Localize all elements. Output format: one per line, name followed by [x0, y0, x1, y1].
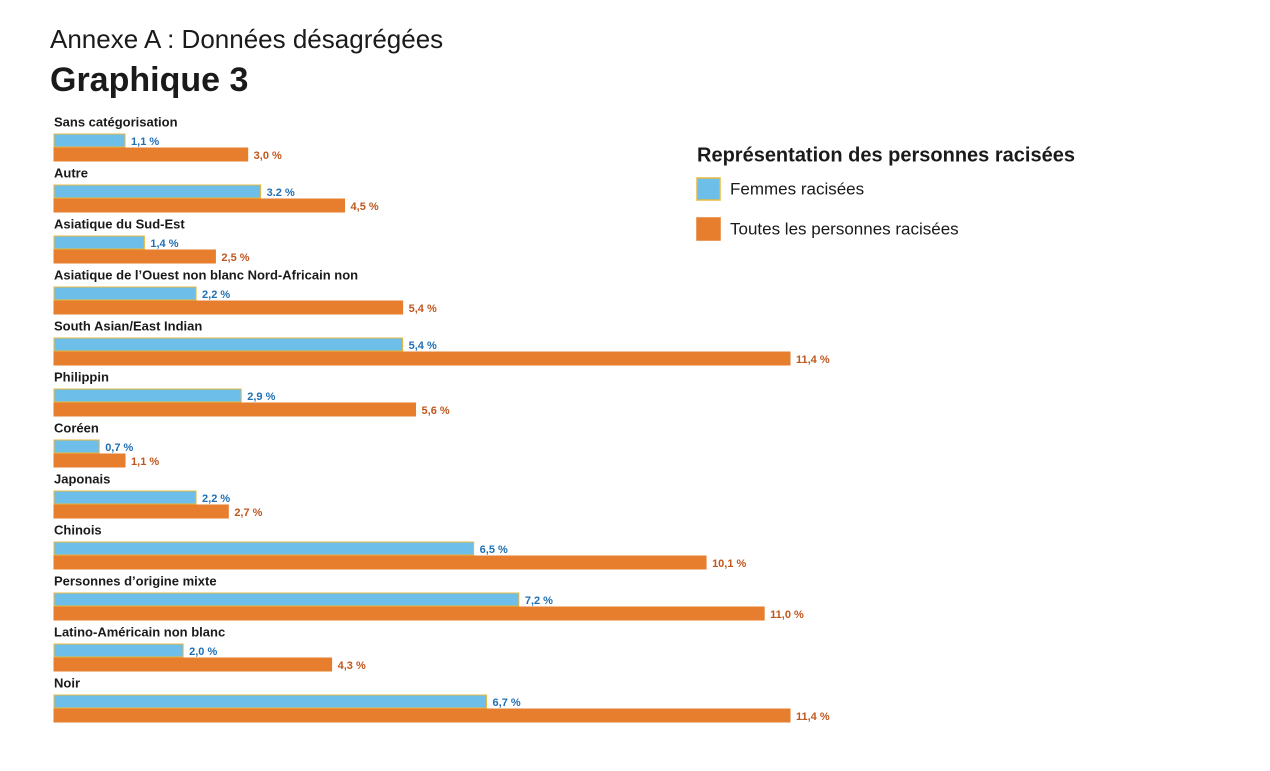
bar — [53, 643, 184, 658]
value-label: 11,0 % — [770, 609, 804, 621]
bar — [53, 402, 417, 417]
value-label: 3,0 % — [254, 150, 282, 162]
value-label: 2,9 % — [247, 391, 275, 403]
value-label: 7,2 % — [525, 595, 553, 607]
value-label: 11,4 % — [796, 711, 830, 723]
value-label: 6,7 % — [493, 697, 521, 709]
value-label: 5,4 % — [409, 303, 437, 315]
category-label: Sans catégorisation — [54, 114, 178, 129]
bar — [53, 592, 520, 607]
bar — [53, 198, 346, 213]
value-label: 3.2 % — [267, 187, 295, 199]
legend-label: Femmes racisées — [730, 179, 864, 198]
value-label: 2,2 % — [202, 289, 230, 301]
bar — [53, 337, 404, 352]
bar — [53, 708, 791, 723]
category-label: Personnes d’origine mixte — [54, 573, 217, 588]
category-label: Latino-Américain non blanc — [54, 624, 225, 639]
value-label: 1,1 % — [131, 456, 159, 468]
category-label: Noir — [54, 675, 80, 690]
bar — [53, 439, 100, 454]
category-label: South Asian/East Indian — [54, 318, 202, 333]
bar — [53, 694, 488, 709]
value-label: 4,5 % — [351, 201, 379, 213]
legend-swatch — [696, 177, 721, 201]
value-label: 11,4 % — [796, 354, 830, 366]
bar — [53, 541, 475, 556]
value-label: 5,6 % — [422, 405, 450, 417]
value-label: 2,0 % — [189, 646, 217, 658]
legend-swatch — [696, 217, 721, 241]
bar — [53, 249, 216, 264]
value-label: 1,4 % — [150, 238, 178, 250]
category-label: Asiatique du Sud-Est — [54, 216, 185, 231]
bar — [53, 490, 197, 505]
chart-title: Graphique 3 — [50, 61, 248, 99]
value-label: 10,1 % — [712, 558, 746, 570]
supertitle: Annexe A : Données désagrégées — [50, 24, 443, 54]
bar — [53, 147, 249, 162]
value-label: 4,3 % — [338, 660, 366, 672]
bar — [53, 300, 404, 315]
bar — [53, 351, 791, 366]
category-label: Philippin — [54, 369, 109, 384]
value-label: 1,1 % — [131, 136, 159, 148]
bar — [53, 388, 242, 403]
value-label: 2,2 % — [202, 493, 230, 505]
bar — [53, 184, 262, 199]
value-label: 6,5 % — [480, 544, 508, 556]
category-label: Autre — [54, 165, 88, 180]
category-label: Chinois — [54, 522, 102, 537]
bar — [53, 453, 126, 468]
category-label: Coréen — [54, 420, 99, 435]
bar — [53, 657, 333, 672]
category-label: Japonais — [54, 471, 110, 486]
bar — [53, 555, 707, 570]
bar — [53, 606, 765, 621]
legend-label: Toutes les personnes racisées — [730, 219, 959, 238]
value-label: 2,5 % — [221, 252, 249, 264]
legend-title: Représentation des personnes racisées — [697, 144, 1075, 166]
value-label: 5,4 % — [409, 340, 437, 352]
value-label: 0,7 % — [105, 442, 133, 454]
bar — [53, 504, 229, 519]
bar — [53, 133, 126, 148]
value-label: 2,7 % — [234, 507, 262, 519]
category-label: Asiatique de l’Ouest non blanc Nord-Afri… — [54, 267, 358, 282]
bar — [53, 286, 197, 301]
bar — [53, 235, 145, 250]
